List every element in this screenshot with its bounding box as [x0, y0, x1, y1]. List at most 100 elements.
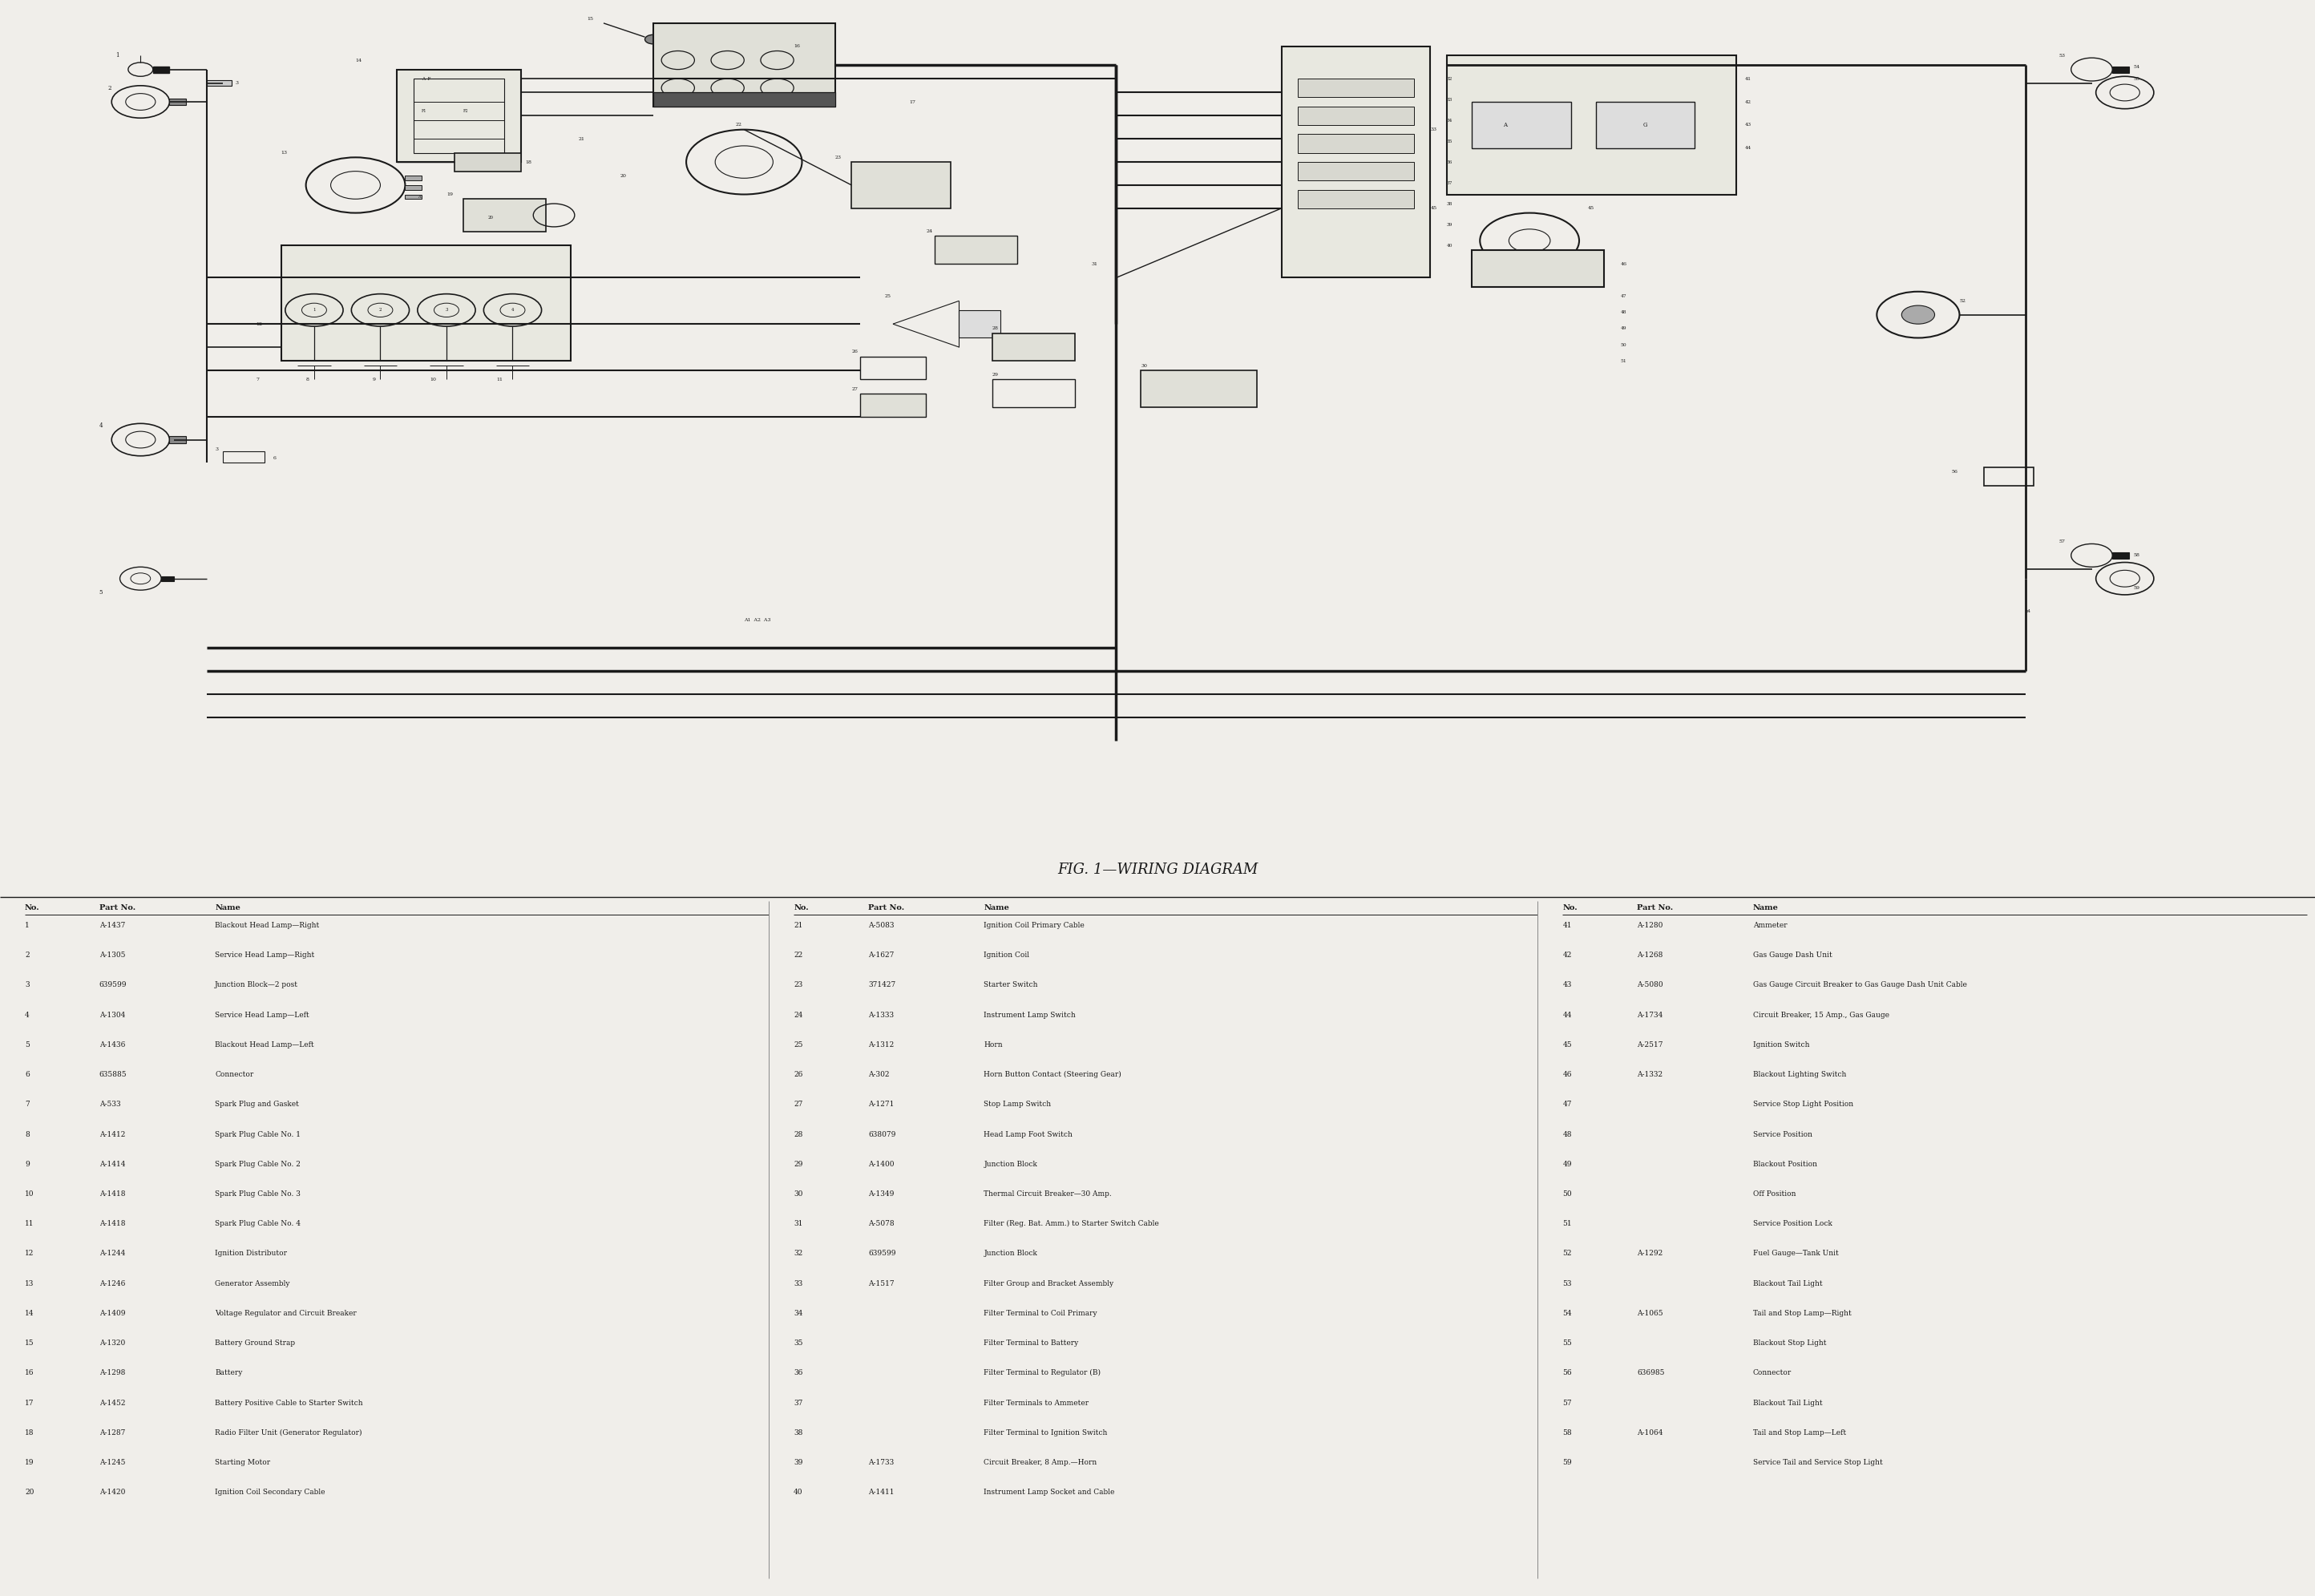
Text: 3: 3: [444, 308, 447, 313]
Text: 55: 55: [2132, 77, 2139, 81]
Text: Tail and Stop Lamp—Left: Tail and Stop Lamp—Left: [1752, 1428, 1845, 1436]
Text: 1: 1: [25, 922, 30, 929]
Text: Ammeter: Ammeter: [1752, 922, 1787, 929]
Text: 57: 57: [2058, 539, 2065, 544]
Text: A-1320: A-1320: [100, 1339, 125, 1347]
Text: 41: 41: [1563, 922, 1572, 929]
Text: 7: 7: [257, 378, 259, 381]
Text: No.: No.: [25, 905, 39, 911]
Text: 56: 56: [1563, 1369, 1572, 1377]
Text: 6: 6: [273, 456, 275, 460]
Text: 6: 6: [25, 1071, 30, 1079]
Text: Gas Gauge Dash Unit: Gas Gauge Dash Unit: [1752, 951, 1831, 959]
Text: Battery Ground Strap: Battery Ground Strap: [215, 1339, 296, 1347]
Text: Filter (Reg. Bat. Amm.) to Starter Switch Cable: Filter (Reg. Bat. Amm.) to Starter Switc…: [984, 1221, 1160, 1227]
Text: Off Position: Off Position: [1752, 1191, 1796, 1197]
Text: 37: 37: [1447, 180, 1454, 185]
Text: 24: 24: [926, 230, 933, 233]
Text: A-5083: A-5083: [868, 922, 894, 929]
Text: 20: 20: [488, 215, 493, 220]
Text: Part No.: Part No.: [1637, 905, 1674, 911]
Text: Fuel Gauge—Tank Unit: Fuel Gauge—Tank Unit: [1752, 1250, 1838, 1258]
Text: 19: 19: [447, 193, 454, 196]
Text: 43: 43: [1563, 982, 1572, 988]
Text: 46: 46: [1620, 262, 1627, 267]
Text: 20: 20: [25, 1489, 35, 1495]
Text: Name: Name: [215, 905, 241, 911]
Text: A-1414: A-1414: [100, 1160, 125, 1168]
Text: A-1452: A-1452: [100, 1400, 125, 1406]
Text: Tail and Stop Lamp—Right: Tail and Stop Lamp—Right: [1752, 1310, 1852, 1317]
Text: A: A: [1502, 121, 1507, 128]
Text: A-1409: A-1409: [100, 1310, 125, 1317]
Bar: [1299, 78, 1414, 97]
Text: No.: No.: [1563, 905, 1577, 911]
Bar: [993, 334, 1074, 361]
Text: F1: F1: [421, 109, 426, 113]
Text: 40: 40: [1447, 243, 1454, 247]
Text: Generator Assembly: Generator Assembly: [215, 1280, 289, 1286]
Text: Horn Button Contact (Steering Gear): Horn Button Contact (Steering Gear): [984, 1071, 1120, 1079]
Text: A-1411: A-1411: [868, 1489, 894, 1495]
Text: 635885: 635885: [100, 1071, 127, 1079]
Text: Part No.: Part No.: [868, 905, 905, 911]
Bar: [859, 393, 926, 417]
Text: 39: 39: [1447, 222, 1454, 227]
Text: 23: 23: [836, 155, 840, 160]
Bar: [2111, 552, 2130, 559]
Text: Filter Terminal to Battery: Filter Terminal to Battery: [984, 1339, 1079, 1347]
Text: 36: 36: [794, 1369, 803, 1377]
Bar: [1447, 56, 1736, 195]
Text: 57: 57: [1563, 1400, 1572, 1406]
Text: b4: b4: [2026, 610, 2030, 613]
Text: FIG. 1—WIRING DIAGRAM: FIG. 1—WIRING DIAGRAM: [1058, 863, 1257, 878]
Text: A-1400: A-1400: [868, 1160, 894, 1168]
Text: 45: 45: [1431, 206, 1438, 211]
Text: 45: 45: [1588, 206, 1595, 211]
Text: 11: 11: [495, 378, 502, 381]
Bar: [1299, 107, 1414, 124]
Text: 33: 33: [1431, 128, 1438, 131]
Text: 37: 37: [794, 1400, 803, 1406]
Text: 2: 2: [380, 308, 382, 313]
Text: 25: 25: [884, 294, 891, 298]
Text: 1: 1: [313, 308, 315, 313]
Text: 17: 17: [25, 1400, 35, 1406]
Text: 2: 2: [25, 951, 30, 959]
Circle shape: [1901, 305, 1935, 324]
Text: 54: 54: [2132, 65, 2139, 69]
Text: Horn: Horn: [984, 1041, 1002, 1049]
Bar: [993, 380, 1074, 407]
Text: A-2517: A-2517: [1637, 1041, 1662, 1049]
Text: 21: 21: [579, 137, 586, 140]
Bar: [1984, 468, 2035, 485]
Text: 41: 41: [1746, 77, 1750, 81]
Text: 29: 29: [794, 1160, 803, 1168]
Text: 9: 9: [373, 378, 375, 381]
Text: A-1349: A-1349: [868, 1191, 894, 1197]
Text: 47: 47: [1563, 1101, 1572, 1108]
Text: A-1244: A-1244: [100, 1250, 125, 1258]
Text: 20: 20: [620, 174, 627, 177]
Text: 33: 33: [1447, 97, 1454, 102]
Text: Ignition Coil Primary Cable: Ignition Coil Primary Cable: [984, 922, 1086, 929]
Text: 21: 21: [794, 922, 803, 929]
Text: 53: 53: [2058, 54, 2065, 57]
Text: Instrument Lamp Switch: Instrument Lamp Switch: [984, 1012, 1076, 1018]
Text: Voltage Regulator and Circuit Breaker: Voltage Regulator and Circuit Breaker: [215, 1310, 357, 1317]
Text: Ignition Coil: Ignition Coil: [984, 951, 1030, 959]
Text: A-1437: A-1437: [100, 922, 125, 929]
Circle shape: [646, 35, 662, 45]
Bar: [222, 452, 264, 463]
Text: A-1333: A-1333: [868, 1012, 894, 1018]
Text: Blackout Lighting Switch: Blackout Lighting Switch: [1752, 1071, 1845, 1079]
Text: 38: 38: [1447, 201, 1454, 206]
Text: A-1305: A-1305: [100, 951, 125, 959]
Text: A-1271: A-1271: [868, 1101, 894, 1108]
Text: 48: 48: [1563, 1130, 1572, 1138]
Text: 12: 12: [257, 322, 262, 326]
Text: Circuit Breaker, 15 Amp., Gas Gauge: Circuit Breaker, 15 Amp., Gas Gauge: [1752, 1012, 1889, 1018]
Text: 49: 49: [1620, 327, 1627, 330]
Bar: [958, 310, 1000, 338]
Bar: [1299, 190, 1414, 207]
